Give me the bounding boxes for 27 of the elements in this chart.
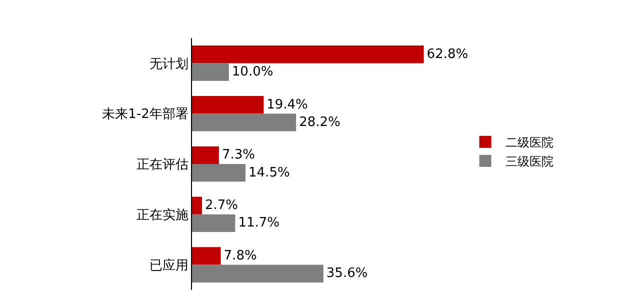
bar [192,114,296,132]
y-tick-label: 已应用 [149,257,188,274]
bar [192,96,264,114]
bar [192,146,219,164]
bar [192,264,324,282]
bar [192,46,424,64]
data-label: 2.7% [204,198,238,214]
bar [192,164,246,182]
legend-label: 二级医院 [505,136,554,150]
bar [192,214,236,232]
data-label: 19.4% [266,97,308,112]
data-label: 14.5% [248,165,290,180]
legend-label: 三级医院 [505,154,554,169]
data-label: 35.6% [326,266,368,282]
bar [192,247,221,265]
data-label: 7.8% [224,248,257,264]
data-label: 62.8% [426,46,468,62]
y-tick-label: 无计划 [149,56,188,72]
y-tick-label: 正在实施 [136,208,188,223]
data-label: 7.3% [222,148,255,163]
bar [192,196,202,214]
y-tick-label: 正在评估 [136,158,188,173]
data-label: 28.2% [299,114,340,130]
data-label: 11.7% [238,216,280,231]
data-label: 10.0% [232,64,274,80]
y-tick-label: 未来1-2年部署 [102,107,188,122]
bar [192,63,229,81]
